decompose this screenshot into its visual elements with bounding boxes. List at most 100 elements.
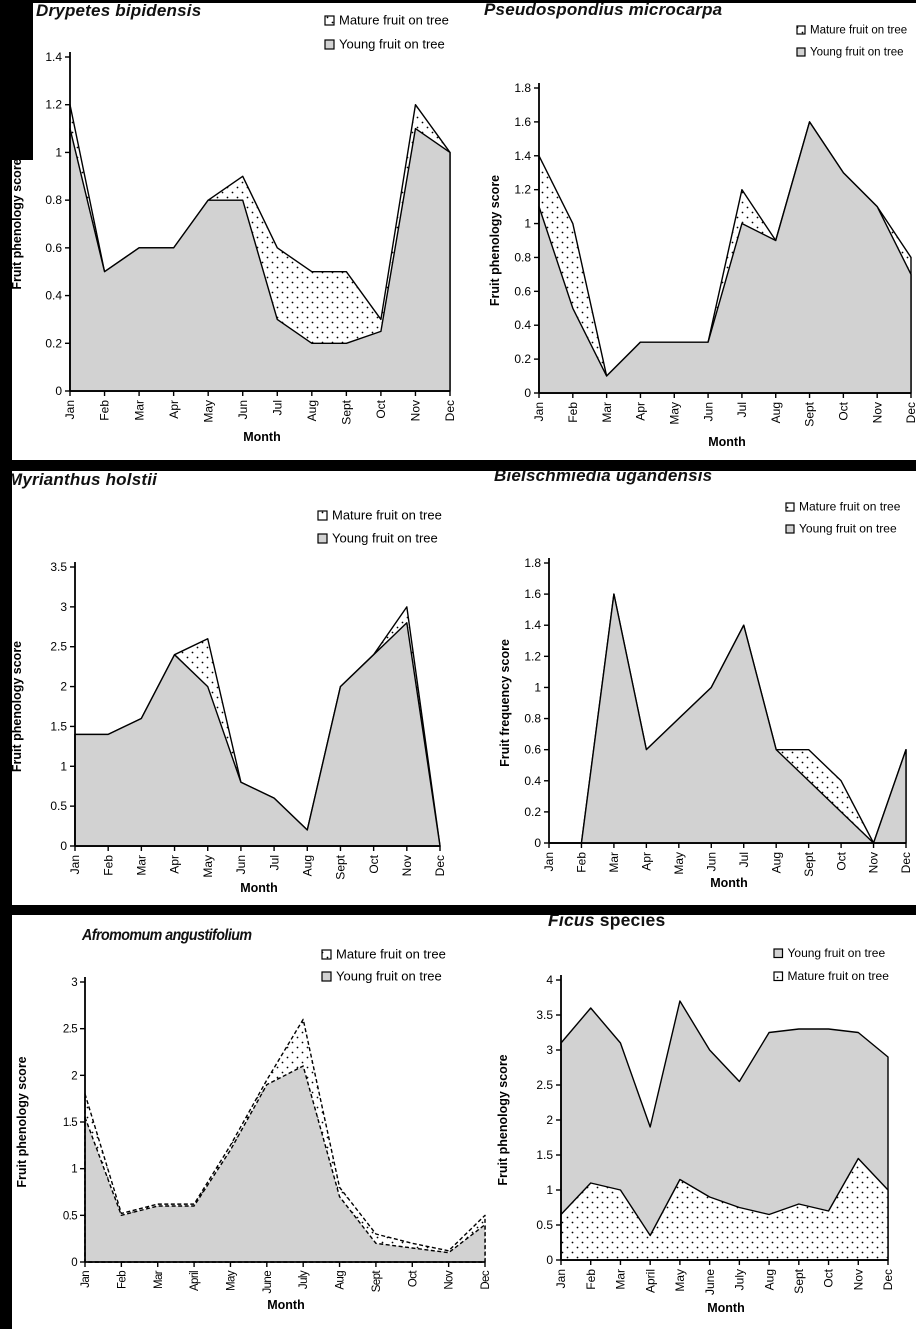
- myrianthus-holstii-x-tick-label-aug: Aug: [300, 855, 314, 876]
- myrianthus-holstii-x-tick-label-jan: Jan: [68, 855, 82, 874]
- ficus-species-x-axis-title: Month: [707, 1301, 744, 1315]
- ficus-species-legend-marker-young-icon: [773, 948, 784, 959]
- afromomum-angustifolium-x-tick-label-aug: Aug: [335, 1271, 347, 1290]
- afromomum-angustifolium-x-tick-label-may: May: [225, 1270, 237, 1291]
- bielschmiedia-ugandensis-x-tick-label-dec: Dec: [899, 852, 913, 873]
- pseudospondius-microcarpa-y-tick-label: 0.4: [514, 318, 531, 332]
- page-frame-top: [0, 0, 916, 3]
- chart-afromomum-angustifolium: 0 0.5 1 1.5 2 2.5 3 Jan Feb Mar April May June July Au…: [15, 947, 492, 1313]
- chart-pseudospondius-microcarpa: 0 0.2 0.4 0.6 0.8 1 1.2 1.4 1.6 1.8 Jan Feb Mar Apr Ma…: [488, 25, 916, 450]
- drypetes-bipidensis-x-tick-label-apr: Apr: [167, 400, 181, 419]
- pseudospondius-microcarpa-x-tick-label-mar: Mar: [600, 402, 614, 423]
- ficus-species-x-tick-label-oct: Oct: [822, 1268, 836, 1287]
- chart-ficus-species: 0 0.5 1 1.5 2 2.5 3 3.5 4 Jan Feb Mar April May June Ju…: [496, 946, 895, 1315]
- afromomum-angustifolium-y-tick-label: 1.5: [63, 1117, 77, 1129]
- drypetes-bipidensis-y-tick-label: 0.8: [45, 193, 62, 207]
- page-frame-top-left: [0, 0, 33, 160]
- bielschmiedia-ugandensis-x-tick-label-feb: Feb: [575, 852, 589, 873]
- myrianthus-holstii-x-tick-label-dec: Dec: [433, 855, 447, 876]
- bielschmiedia-ugandensis-x-axis-title: Month: [710, 876, 747, 890]
- bielschmiedia-ugandensis-y-tick-label: 1.2: [524, 649, 541, 663]
- pseudospondius-microcarpa-legend-marker-mature-icon: [796, 25, 806, 35]
- bielschmiedia-ugandensis-x-tick-label-jan: Jan: [542, 852, 556, 871]
- bielschmiedia-ugandensis-y-tick-label: 0: [534, 836, 541, 850]
- ficus-species-y-axis-title: Fruit phenology score: [496, 1054, 510, 1185]
- pseudospondius-microcarpa-x-tick-label-oct: Oct: [837, 401, 851, 420]
- ficus-species-y-tick-label: 3: [546, 1043, 553, 1057]
- chart-title-drypetes: Drypetes bipidensis: [36, 1, 202, 20]
- afromomum-angustifolium-y-tick-label: 2.5: [63, 1024, 77, 1036]
- chart-bielschmiedia-ugandensis: 0 0.2 0.4 0.6 0.8 1 1.2 1.4 1.6 1.8 Jan Feb Mar Apr Ma…: [498, 500, 913, 891]
- afromomum-angustifolium-x-axis-title: Month: [267, 1298, 304, 1312]
- bielschmiedia-ugandensis-area-young-fruit: [548, 593, 907, 844]
- myrianthus-holstii-y-tick-label: 1.5: [50, 719, 67, 733]
- ficus-species-x-tick-label-april: April: [643, 1269, 657, 1293]
- ficus-species-legend-label: Mature fruit on tree: [788, 969, 890, 983]
- bielschmiedia-ugandensis-x-tick-label-jul: Jul: [737, 852, 751, 867]
- pseudospondius-microcarpa-y-tick-label: 0.8: [514, 250, 531, 264]
- pseudospondius-microcarpa-y-tick-label: 1: [524, 217, 531, 231]
- bielschmiedia-ugandensis-y-tick-label: 0.6: [524, 743, 541, 757]
- drypetes-bipidensis-y-tick-label: 1.2: [45, 98, 62, 112]
- pseudospondius-microcarpa-x-tick-label-jun: Jun: [701, 402, 715, 421]
- pseudospondius-microcarpa-x-tick-label-jan: Jan: [532, 402, 546, 421]
- bielschmiedia-ugandensis-y-tick-label: 1.6: [524, 587, 541, 601]
- drypetes-bipidensis-x-tick-label-dec: Dec: [443, 400, 457, 421]
- ficus-species-x-tick-label-dec: Dec: [881, 1269, 895, 1290]
- pseudospondius-microcarpa-y-tick-label: 0.2: [514, 352, 531, 366]
- ficus-species-y-tick-label: 0.5: [536, 1218, 553, 1232]
- bielschmiedia-ugandensis-legend-label: Mature fruit on tree: [799, 500, 901, 514]
- ficus-species-y-tick-label: 1.5: [536, 1148, 553, 1162]
- drypetes-bipidensis-y-tick-label: 0: [55, 384, 62, 398]
- pseudospondius-microcarpa-y-tick-label: 0.6: [514, 284, 531, 298]
- page-frame-row-divider-2: [0, 905, 916, 915]
- afromomum-angustifolium-x-tick-label-mar: Mar: [153, 1270, 165, 1289]
- afromomum-angustifolium-legend-marker-young-icon: [321, 971, 332, 982]
- drypetes-bipidensis-legend-marker-mature-icon: [324, 15, 335, 26]
- drypetes-bipidensis-y-tick-label: 0.2: [45, 336, 62, 350]
- ficus-species-x-tick-label-nov: Nov: [851, 1269, 865, 1290]
- drypetes-bipidensis-x-tick-label-may: May: [201, 400, 215, 423]
- chart-drypetes-bipidensis: 0 0.2 0.4 0.6 0.8 1 1.2 1.4 Jan Feb Mar Apr May Jun Ju…: [10, 13, 457, 445]
- bielschmiedia-ugandensis-y-tick-label: 1.8: [524, 556, 541, 570]
- myrianthus-holstii-y-axis-title: Fruit phenology score: [10, 641, 24, 772]
- bielschmiedia-ugandensis-legend-label: Young fruit on tree: [799, 522, 897, 536]
- chart-title-ficus-regular: species: [594, 910, 666, 930]
- myrianthus-holstii-x-tick-label-may: May: [201, 855, 215, 878]
- ficus-species-y-tick-label: 2.5: [536, 1078, 553, 1092]
- drypetes-bipidensis-legend-label: Young fruit on tree: [339, 37, 445, 52]
- bielschmiedia-ugandensis-y-tick-label: 0.2: [524, 805, 541, 819]
- afromomum-angustifolium-y-tick-label: 3: [71, 977, 77, 989]
- bielschmiedia-ugandensis-x-tick-label-aug: Aug: [769, 852, 783, 873]
- chart-title-ficus-italic: Ficus: [548, 910, 595, 930]
- myrianthus-holstii-x-axis-title: Month: [240, 881, 277, 895]
- bielschmiedia-ugandensis-legend-marker-mature-icon: [785, 502, 795, 512]
- drypetes-bipidensis-x-axis-title: Month: [243, 430, 280, 444]
- ficus-species-x-tick-label-feb: Feb: [584, 1269, 598, 1290]
- ficus-species-x-tick-label-aug: Aug: [762, 1269, 776, 1290]
- myrianthus-holstii-y-tick-label: 3: [60, 600, 67, 614]
- afromomum-angustifolium-x-tick-label-dec: Dec: [480, 1270, 492, 1290]
- pseudospondius-microcarpa-legend-label: Young fruit on tree: [810, 47, 904, 59]
- afromomum-angustifolium-y-tick-label: 2: [71, 1070, 77, 1082]
- ficus-species-x-tick-label-mar: Mar: [614, 1269, 628, 1290]
- pseudospondius-microcarpa-x-tick-label-sept: Sept: [803, 401, 817, 426]
- drypetes-bipidensis-x-tick-label-jun: Jun: [236, 400, 250, 419]
- drypetes-bipidensis-x-tick-label-nov: Nov: [409, 400, 423, 421]
- afromomum-angustifolium-y-tick-label: 1: [71, 1164, 77, 1176]
- pseudospondius-microcarpa-y-tick-label: 1.6: [514, 115, 531, 129]
- chart-title-afromomum: Afromomum angustifolium: [82, 927, 252, 944]
- page-frame-left: [0, 0, 12, 1329]
- pseudospondius-microcarpa-area-young-fruit: [538, 121, 912, 394]
- afromomum-angustifolium-y-axis-title: Fruit phenology score: [15, 1056, 29, 1187]
- pseudospondius-microcarpa-x-tick-label-nov: Nov: [870, 402, 884, 423]
- drypetes-bipidensis-x-tick-label-oct: Oct: [374, 399, 388, 418]
- bielschmiedia-ugandensis-x-tick-label-jun: Jun: [704, 852, 718, 871]
- myrianthus-holstii-area-young-fruit: [74, 622, 441, 847]
- afromomum-angustifolium-y-tick-label: 0.5: [63, 1210, 77, 1222]
- myrianthus-holstii-x-tick-label-sept: Sept: [334, 854, 348, 879]
- afromomum-angustifolium-x-tick-label-oct: Oct: [407, 1270, 419, 1287]
- ficus-species-x-tick-label-june: June: [703, 1269, 717, 1295]
- drypetes-bipidensis-y-axis-title: Fruit phenology score: [10, 158, 24, 289]
